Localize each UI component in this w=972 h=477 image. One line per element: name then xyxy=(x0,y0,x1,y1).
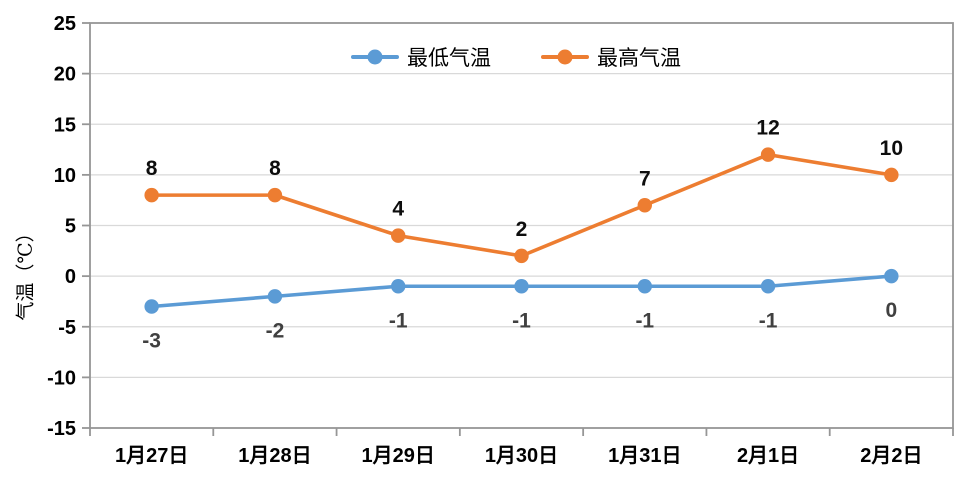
data-label: -1 xyxy=(389,309,408,332)
y-tick-label: 25 xyxy=(54,13,76,35)
gridlines xyxy=(90,72,953,379)
y-tick-label: -15 xyxy=(47,418,76,440)
data-point-marker xyxy=(267,187,283,203)
data-point-marker xyxy=(637,198,652,213)
data-label: 4 xyxy=(392,198,404,221)
data-point-marker xyxy=(884,167,899,183)
data-point-marker xyxy=(391,228,406,243)
data-point-marker xyxy=(267,289,283,304)
x-category-label: 2月1日 xyxy=(737,445,799,467)
data-label: 12 xyxy=(756,117,779,140)
legend-label: 最低气温 xyxy=(407,46,491,70)
data-label: -1 xyxy=(635,309,654,332)
legend-marker-dot xyxy=(367,49,383,65)
data-label: 0 xyxy=(886,299,898,322)
series-最高气温: 8 8 4 2 7 12 10 xyxy=(144,117,903,264)
y-tick-label: 10 xyxy=(54,165,76,187)
x-category-label: 1月27日 xyxy=(115,445,188,467)
legend-label: 最高气温 xyxy=(597,46,681,70)
x-category-label: 1月29日 xyxy=(362,445,435,467)
legend-marker-dot xyxy=(557,49,573,65)
data-label: 8 xyxy=(269,157,281,180)
x-category-label: 1月31日 xyxy=(608,445,681,467)
y-tick-label: -5 xyxy=(58,317,76,339)
y-tick-label: -10 xyxy=(47,367,76,389)
x-axis: 1月27日 1月28日 1月29日 1月30日 1月31日 2月1日 2月2日 xyxy=(89,428,954,467)
data-label: 7 xyxy=(639,167,651,190)
data-point-marker xyxy=(391,279,406,294)
y-tick-label: 15 xyxy=(54,114,76,136)
legend-item-最高气温: 最高气温 xyxy=(541,46,681,70)
legend-item-最低气温: 最低气温 xyxy=(351,46,491,70)
y-tick-label: 5 xyxy=(65,216,76,238)
x-category-label: 1月30日 xyxy=(485,445,558,467)
data-label: -3 xyxy=(142,330,161,353)
data-point-marker xyxy=(884,268,899,284)
x-category-label: 2月2日 xyxy=(860,445,922,467)
data-label: 10 xyxy=(880,137,903,160)
y-axis: 25 20 15 10 5 0 -5 -10 -15 xyxy=(47,13,90,440)
data-label: -1 xyxy=(512,309,531,332)
data-point-marker xyxy=(514,279,529,294)
data-point-marker xyxy=(760,147,776,162)
series-最低气温: -3 -2 -1 -1 -1 -1 0 xyxy=(142,268,899,353)
data-label: 8 xyxy=(146,157,158,180)
data-point-marker xyxy=(637,279,652,294)
data-label: -1 xyxy=(759,309,778,332)
data-point-marker xyxy=(144,187,159,203)
data-point-marker xyxy=(514,248,529,264)
y-tick-label: 20 xyxy=(54,64,76,86)
data-point-marker xyxy=(760,279,776,294)
data-label: 2 xyxy=(516,218,528,241)
data-label: -2 xyxy=(266,319,285,342)
data-point-marker xyxy=(144,299,159,314)
y-axis-title: 气温（℃） xyxy=(15,223,37,321)
x-category-label: 1月28日 xyxy=(238,445,311,467)
y-tick-label: 0 xyxy=(65,266,76,288)
legend: 最低气温 最高气温 xyxy=(351,46,681,70)
